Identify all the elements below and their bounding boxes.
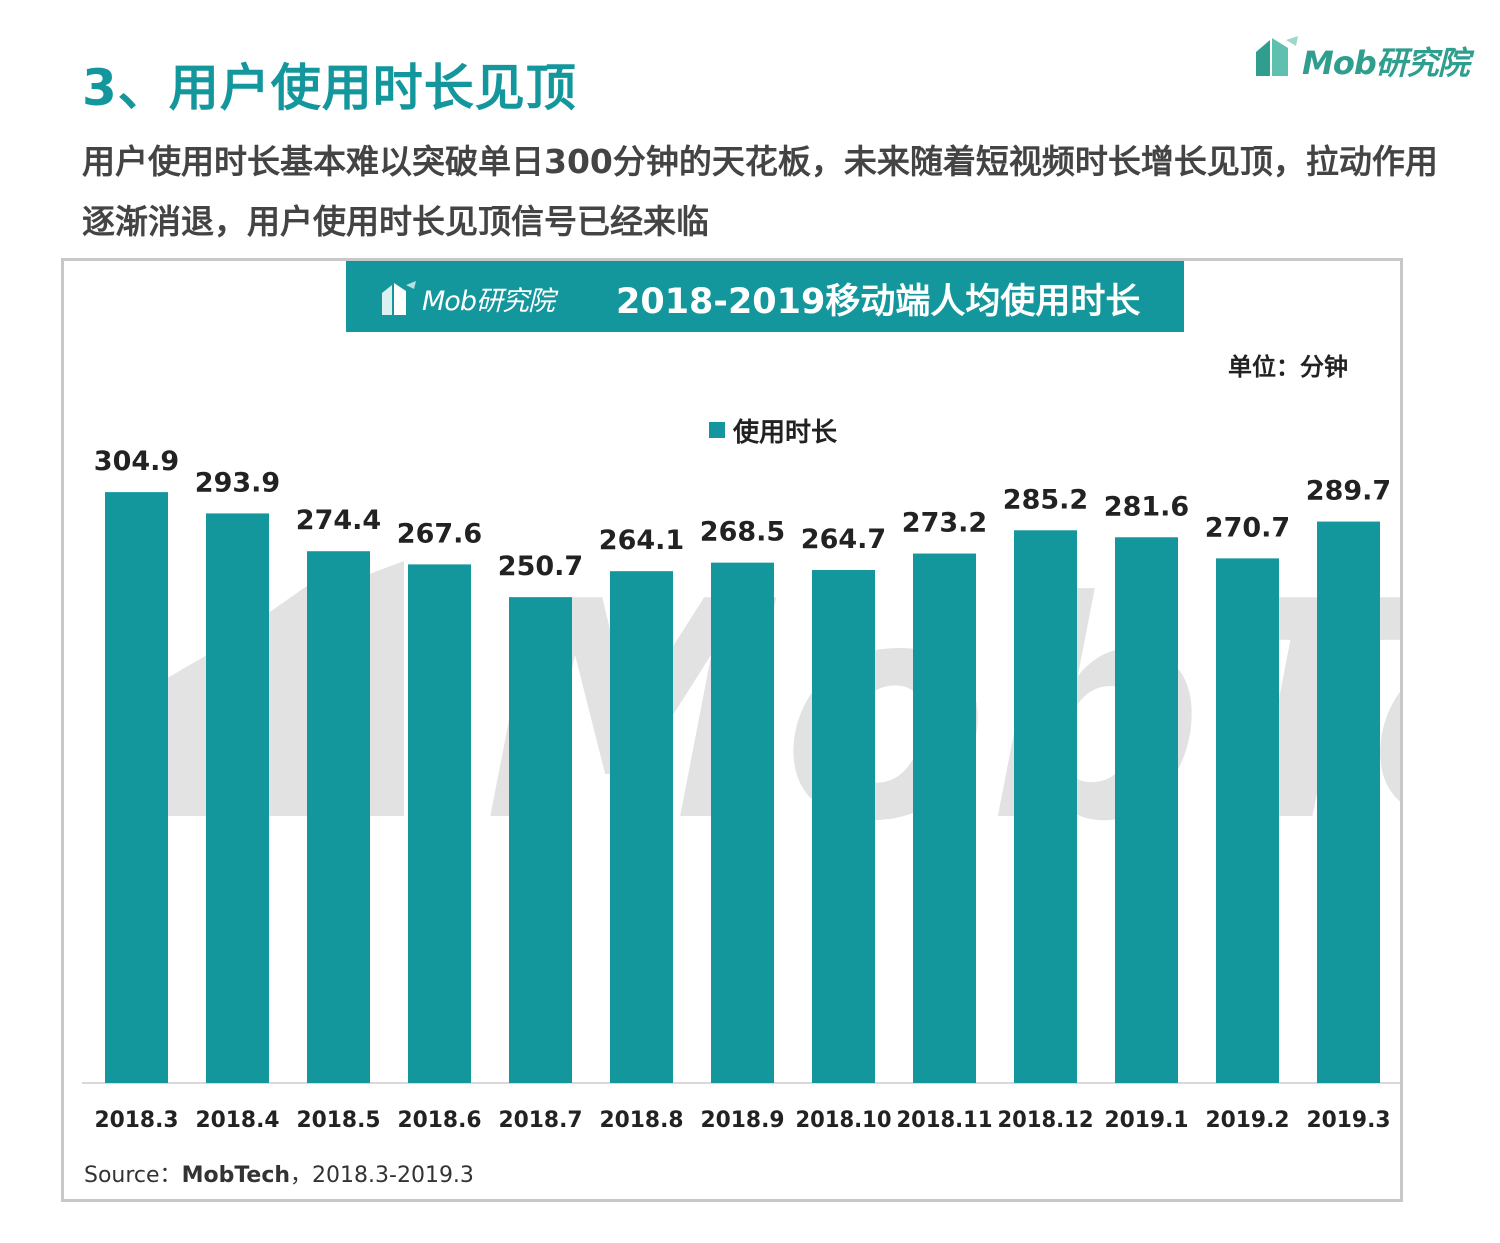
bar-2019.1 [1115, 537, 1178, 1083]
value-label-2018.7: 250.7 [498, 551, 583, 582]
bar-2018.4 [206, 513, 269, 1083]
value-label-2018.9: 268.5 [700, 517, 785, 548]
legend-swatch [709, 422, 725, 438]
building-logo-icon [382, 281, 416, 315]
building-logo-icon [1256, 36, 1298, 76]
category-label-2018.10: 2018.10 [796, 1108, 892, 1133]
value-label-2018.6: 267.6 [397, 518, 482, 549]
value-label-2018.11: 273.2 [902, 508, 987, 539]
mob-logo: Mob研究院 [1252, 32, 1472, 82]
category-label-2018.6: 2018.6 [398, 1108, 482, 1133]
chart-frame: MobTech 304.9 293.9 274.4 267.6 250.7 264.1 26… [61, 258, 1403, 1202]
bar-2019.2 [1216, 558, 1279, 1083]
value-label-2019.1: 281.6 [1104, 491, 1189, 522]
bar-2018.8 [610, 571, 673, 1083]
chart-title: 2018-2019移动端人均使用时长 [616, 282, 1141, 322]
value-label-2018.10: 264.7 [801, 524, 886, 555]
value-label-2018.3: 304.9 [94, 446, 179, 477]
page-subtitle: 用户使用时长基本难以突破单日300分钟的天花板，未来随着短视频时长增长见顶，拉动… [82, 142, 1438, 241]
bar-2018.9 [711, 562, 774, 1083]
bar-2018.5 [307, 551, 370, 1083]
category-label-2018.9: 2018.9 [701, 1108, 785, 1133]
header-logo: Mob研究院 [378, 275, 578, 319]
value-label-2018.8: 264.1 [599, 525, 684, 556]
category-label-2019.2: 2019.2 [1206, 1108, 1290, 1133]
source-prefix: Source： [84, 1163, 182, 1188]
bar-2018.6 [408, 564, 471, 1083]
legend-label: 使用时长 [733, 417, 838, 448]
bar-2018.3 [105, 492, 168, 1083]
value-label-2018.5: 274.4 [296, 505, 381, 536]
source-org: MobTech [181, 1163, 291, 1188]
logo-text: Mob研究院 [1302, 44, 1470, 82]
value-label-2019.2: 270.7 [1205, 512, 1290, 543]
category-label-2018.4: 2018.4 [196, 1108, 280, 1133]
header-logo-text: Mob研究院 [422, 286, 555, 317]
bar-2019.3 [1317, 521, 1380, 1083]
value-label-2018.12: 285.2 [1003, 484, 1088, 515]
bar-chart: MobTech 304.9293.9274.4267.6250.7264.126… [82, 446, 1400, 1133]
bar-2018.11 [913, 553, 976, 1083]
value-label-2018.4: 293.9 [195, 467, 280, 498]
category-label-2019.3: 2019.3 [1307, 1108, 1391, 1133]
page-title: 3、用户使用时长见顶 [82, 59, 577, 117]
category-label-2018.8: 2018.8 [600, 1108, 684, 1133]
bar-2018.12 [1014, 530, 1077, 1083]
bar-2018.10 [812, 570, 875, 1083]
category-label-2018.5: 2018.5 [297, 1108, 381, 1133]
category-label-2018.3: 2018.3 [95, 1108, 179, 1133]
legend: 使用时长 [709, 413, 838, 448]
chart-header: Mob研究院 2018-2019移动端人均使用时长 [346, 261, 1184, 332]
category-label-2018.12: 2018.12 [998, 1108, 1094, 1133]
source-note: Source：MobTech，2018.3-2019.3 [84, 1157, 474, 1189]
category-label-2018.7: 2018.7 [499, 1108, 583, 1133]
value-label-2019.3: 289.7 [1306, 476, 1391, 507]
bar-2018.7 [509, 597, 572, 1083]
unit-label: 单位：分钟 [1228, 353, 1348, 381]
category-label-2019.1: 2019.1 [1105, 1108, 1189, 1133]
source-period: ，2018.3-2019.3 [290, 1163, 474, 1188]
category-label-2018.11: 2018.11 [897, 1108, 993, 1133]
